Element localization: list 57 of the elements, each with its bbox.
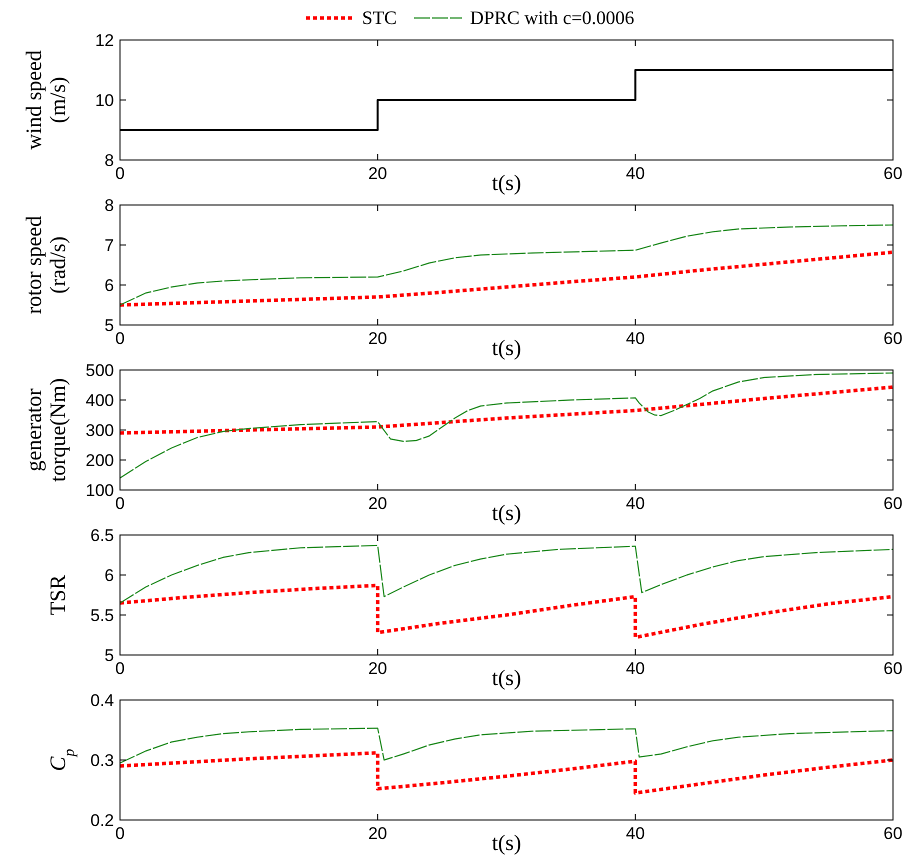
y-tick-label: 0.4 — [90, 691, 114, 710]
x-tick-label: 20 — [368, 164, 388, 183]
x-tick-label: 0 — [115, 494, 125, 513]
y-tick-label: 300 — [86, 421, 114, 440]
y-axis-title: rotor speed (rad/s) — [21, 216, 70, 314]
x-tick-label: 40 — [626, 659, 645, 678]
x-tick-label: 20 — [368, 659, 388, 678]
legend-label: STC — [362, 8, 397, 29]
x-tick-label: 20 — [368, 824, 388, 843]
y-tick-label: 6 — [104, 566, 114, 585]
line-series — [119, 372, 894, 479]
y-tick-label: 500 — [86, 361, 114, 380]
y-tick-label: 6.5 — [90, 526, 114, 545]
x-axis-title: t(s) — [492, 335, 522, 360]
x-tick-label: 60 — [884, 164, 902, 183]
y-tick-label: 5.5 — [90, 606, 114, 625]
y-tick-label: 200 — [86, 451, 114, 470]
line-series — [119, 224, 894, 306]
y-tick-label: 100 — [86, 481, 114, 500]
x-axis-title: t(s) — [492, 665, 522, 690]
y-tick-label: 7 — [104, 236, 114, 255]
y-tick-label: 0.2 — [90, 811, 114, 830]
x-axis-title: t(s) — [492, 830, 522, 855]
x-tick-label: 20 — [368, 494, 388, 513]
legend-label: DPRC with c=0.0006 — [470, 8, 634, 29]
line-series — [119, 544, 894, 604]
y-tick-label: 10 — [95, 91, 114, 110]
x-tick-label: 20 — [368, 329, 388, 348]
y-tick-label: 8 — [104, 151, 114, 170]
x-tick-label: 40 — [626, 164, 645, 183]
x-axis-title: t(s) — [492, 170, 522, 195]
line-series — [118, 250, 895, 307]
y-axis-title: wind speed (m/s) — [21, 50, 70, 150]
y-axis-title: generator torque(Nm) — [21, 378, 70, 482]
x-tick-label: 40 — [626, 329, 645, 348]
y-tick-label: 12 — [95, 31, 114, 50]
y-axis-title: TSR — [45, 574, 70, 616]
y-tick-label: 400 — [86, 391, 114, 410]
line-series — [119, 728, 894, 764]
x-tick-label: 60 — [884, 329, 902, 348]
x-tick-label: 0 — [115, 329, 125, 348]
y-tick-label: 0.3 — [90, 751, 114, 770]
y-tick-label: 8 — [104, 196, 114, 215]
y-tick-label: 5 — [104, 316, 114, 335]
x-tick-label: 0 — [115, 164, 125, 183]
x-tick-label: 0 — [115, 659, 125, 678]
line-series — [118, 751, 895, 795]
x-tick-label: 60 — [884, 824, 902, 843]
x-tick-label: 40 — [626, 824, 645, 843]
x-tick-label: 0 — [115, 824, 125, 843]
x-tick-label: 40 — [626, 494, 645, 513]
x-axis-title: t(s) — [492, 500, 522, 525]
y-tick-label: 6 — [104, 276, 114, 295]
line-series — [118, 385, 895, 435]
x-tick-label: 60 — [884, 494, 902, 513]
x-tick-label: 60 — [884, 659, 902, 678]
y-tick-label: 5 — [104, 646, 114, 665]
